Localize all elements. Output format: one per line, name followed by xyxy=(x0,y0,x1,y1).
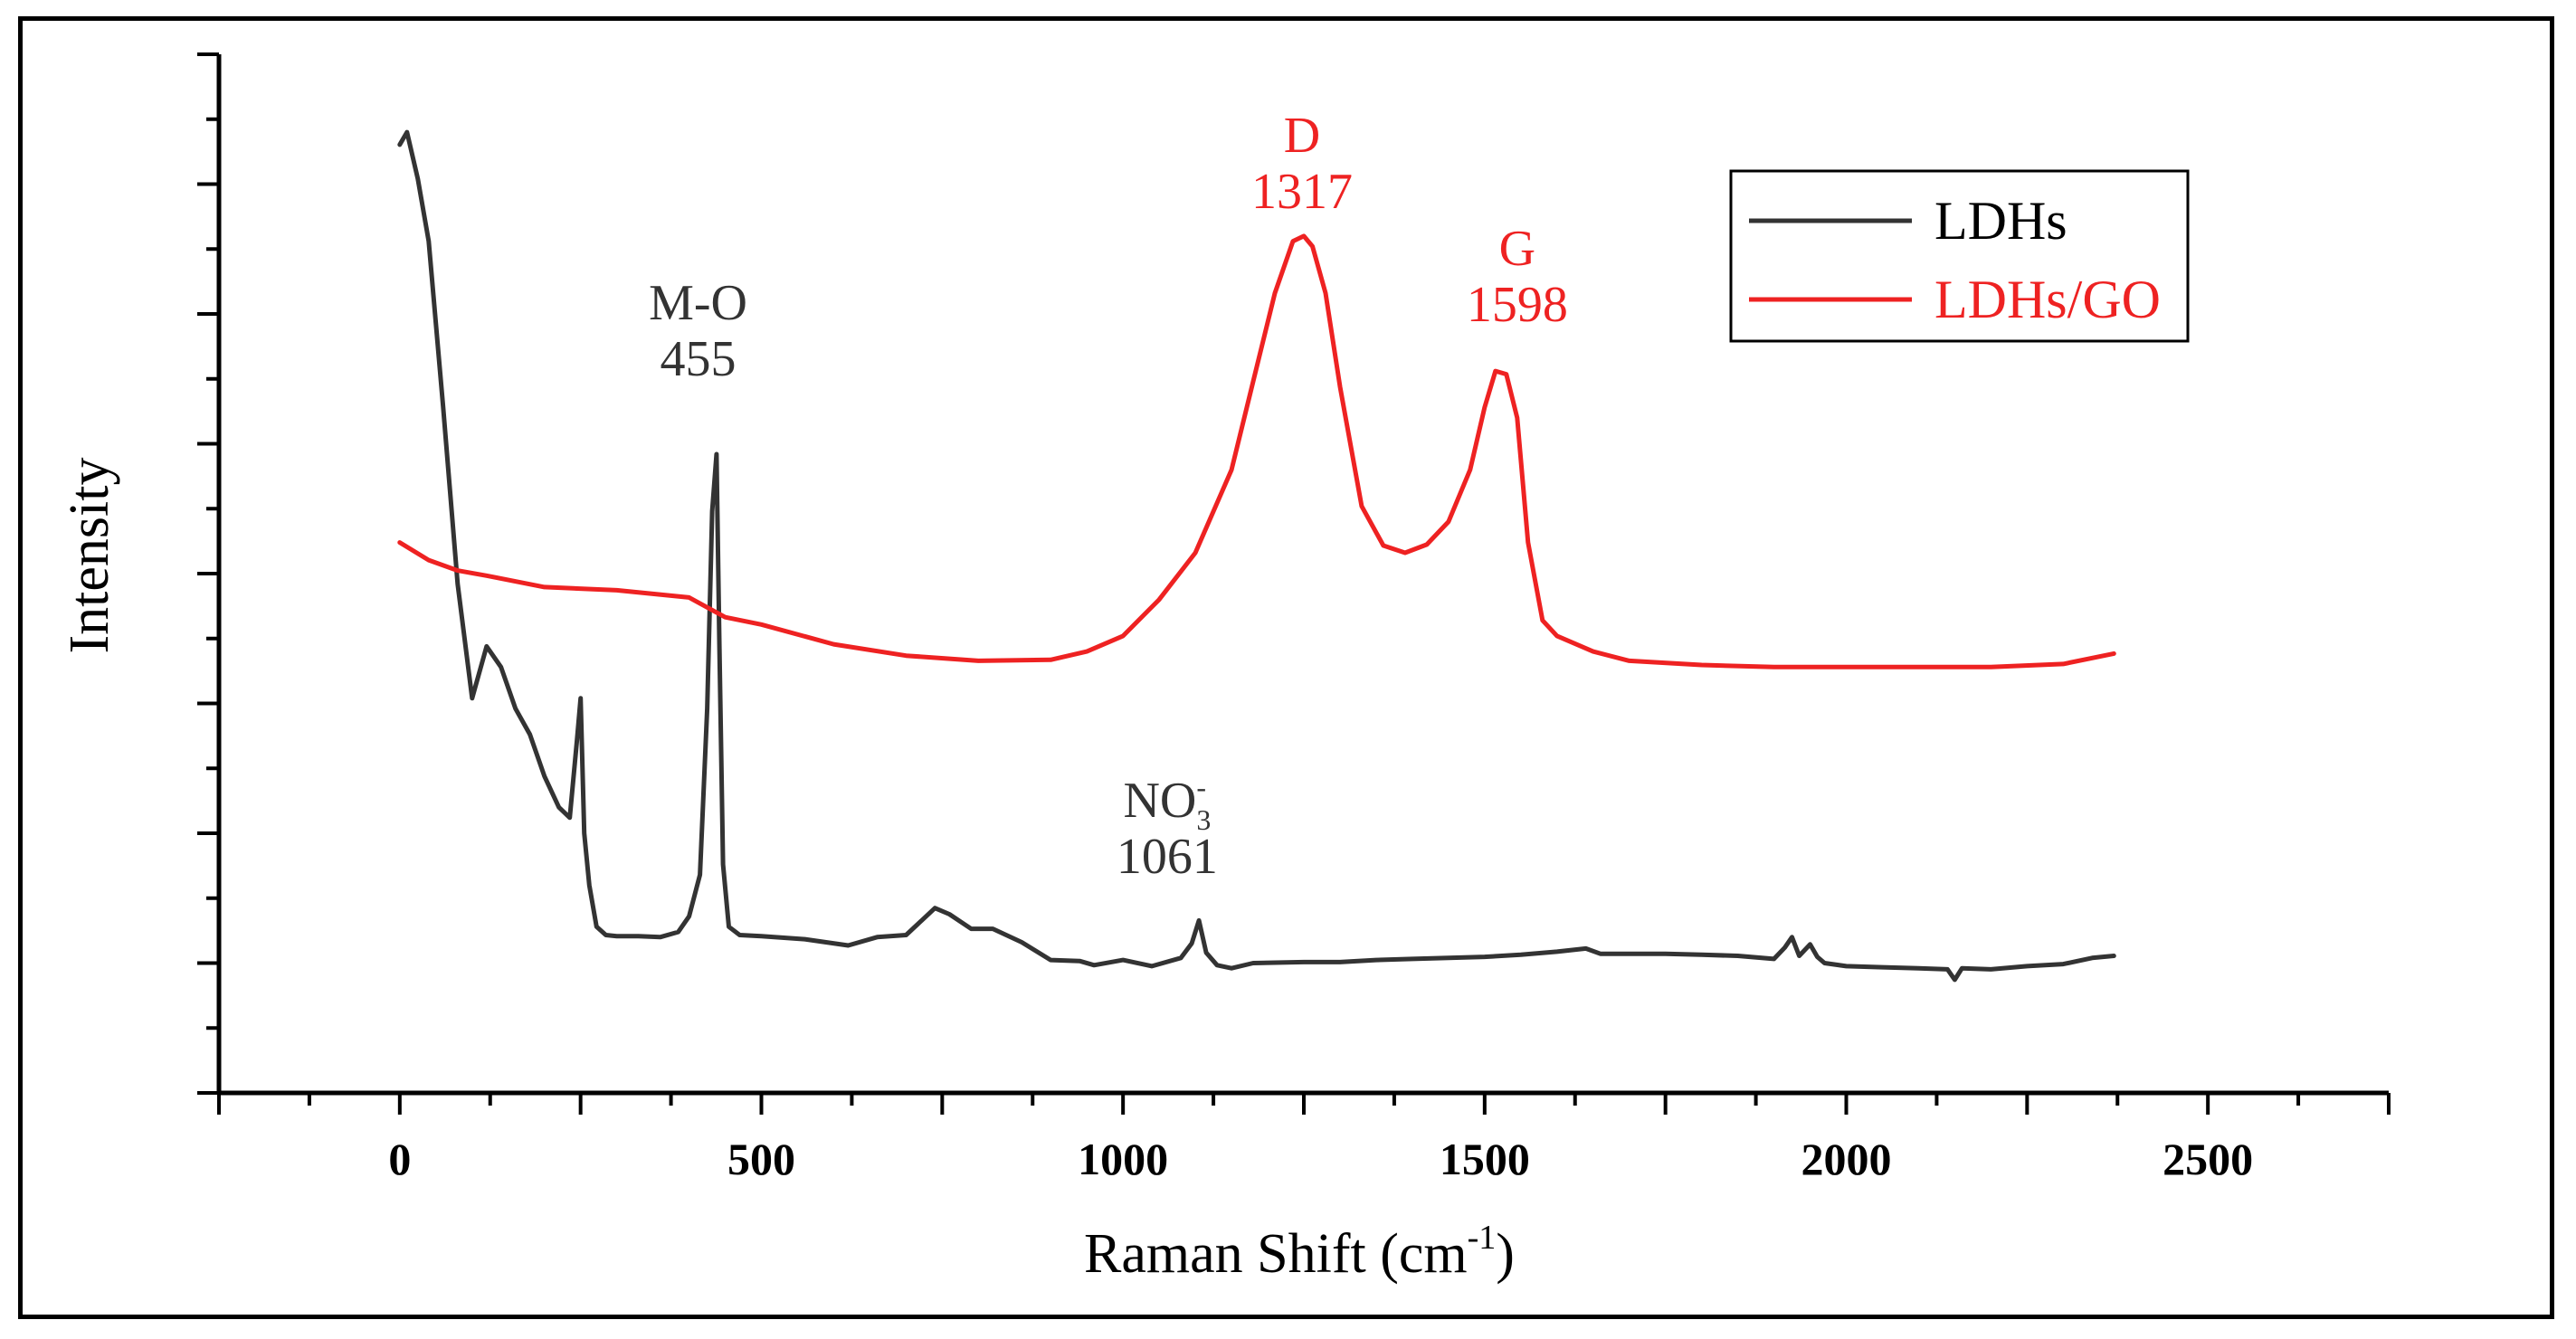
x-tick-label: 500 xyxy=(727,1134,795,1184)
x-tick-label: 0 xyxy=(388,1134,411,1184)
mo-peak-wavenumber: 455 xyxy=(661,331,737,387)
x-axis-title: Raman Shift (cm-1) xyxy=(1084,1219,1515,1285)
g-band-label: G xyxy=(1499,221,1535,277)
nitrate-superscript: - xyxy=(1196,771,1206,803)
x-axis-title-text: Raman Shift (cm xyxy=(1084,1223,1468,1285)
legend-label: LDHs xyxy=(1934,191,2067,251)
axes: 0 500 1000 1500 2000 2500 xyxy=(197,52,2391,1184)
nitrate-peak-wavenumber: 1061 xyxy=(1117,829,1218,885)
x-tick-label: 1000 xyxy=(1078,1134,1168,1184)
x-axis-title-superscript: -1 xyxy=(1468,1219,1497,1257)
d-band-wavenumber: 1317 xyxy=(1251,164,1353,220)
legend-box xyxy=(1729,169,2190,343)
axis-titles: Raman Shift (cm-1) Intensity xyxy=(59,458,1515,1285)
x-tick-label: 2000 xyxy=(1801,1134,1892,1184)
g-band-wavenumber: 1598 xyxy=(1467,277,1568,333)
mo-peak-label: M-O xyxy=(649,275,747,331)
series-layer xyxy=(397,129,2116,983)
x-axis-title-end: ) xyxy=(1496,1223,1515,1285)
nitrate-peak-label: NO3- xyxy=(1123,771,1211,836)
series-line-ldhs xyxy=(397,129,2116,983)
legend-label: LDHs/GO xyxy=(1934,270,2161,329)
legend: LDHs LDHs/GO xyxy=(1729,169,2190,343)
y-axis-title: Intensity xyxy=(59,458,120,654)
nitrate-subscript: 3 xyxy=(1196,803,1211,836)
figure-frame: 0 500 1000 1500 2000 2500 M-O 455 NO3- 1061 D 1317… xyxy=(18,16,2554,1319)
x-tick-label: 1500 xyxy=(1440,1134,1530,1184)
x-tick-label: 2500 xyxy=(2163,1134,2253,1184)
d-band-label: D xyxy=(1284,108,1320,164)
series-line-ldhs-go xyxy=(397,233,2116,670)
